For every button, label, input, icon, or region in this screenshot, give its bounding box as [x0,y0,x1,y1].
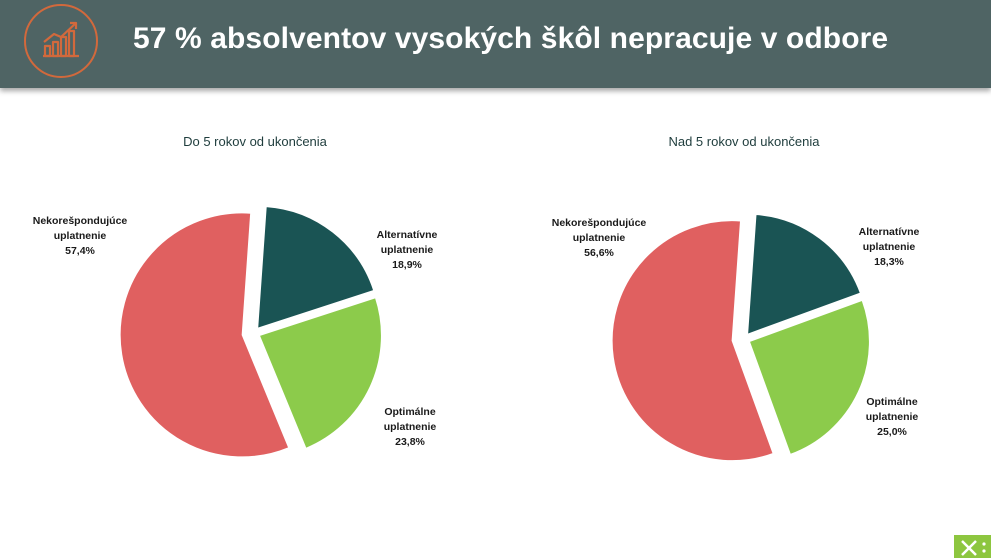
slice-label-value: 25,0% [877,426,907,438]
trend-chart-icon [24,4,98,78]
slice-label-optimalne: Optimálne uplatnenie 23,8% [340,405,480,450]
slice-nekorespondujuce [119,212,290,458]
slice-label-line1: Alternatívne [376,229,438,241]
slice-label-line1: Alternatívne [858,226,920,238]
page-title: 57 % absolventov vysokých škôl nepracuje… [133,22,889,55]
slice-label-value: 56,6% [584,247,614,259]
header-bar: 57 % absolventov vysokých škôl nepracuje… [0,0,991,88]
slice-label-alternativne: Alternatívne uplatnenie 18,3% [819,225,959,270]
slice-label-line1: Optimálne [866,396,918,408]
slice-label-alternativne: Alternatívne uplatnenie 18,9% [337,228,477,273]
pie-chart-do-5-rokov: Do 5 rokov od ukončenia Nekorešpondujúce… [10,120,500,500]
slice-label-line2: uplatnenie [383,421,437,433]
logo-x-icon [954,535,991,558]
pie-chart-nad-5-rokov: Nad 5 rokov od ukončenia Nekorešpondujúc… [499,120,989,500]
slice-nekorespondujuce [611,220,774,462]
slice-label-line2: uplatnenie [380,244,434,256]
slice-label-value: 18,9% [392,259,422,271]
chart-title: Do 5 rokov od ukončenia [183,134,327,149]
slice-label-nekorespondujuce: Nekorešpondujúce uplatnenie 57,4% [10,214,150,259]
slice-label-line2: uplatnenie [572,232,626,244]
pie-svg [119,206,382,458]
pie-svg [611,213,870,462]
slice-label-value: 18,3% [874,256,904,268]
slice-label-optimalne: Optimálne uplatnenie 25,0% [822,395,962,440]
slice-label-value: 57,4% [65,245,95,257]
slice-label-line2: uplatnenie [862,241,916,253]
slice-optimalne [258,297,382,449]
slice-label-line1: Nekorešpondujúce [32,215,128,227]
slice-label-line1: Nekorešpondujúce [551,217,647,229]
slice-optimalne [748,299,870,455]
slice-label-line2: uplatnenie [53,230,107,242]
slice-alternativne [747,213,861,335]
slice-label-nekorespondujuce: Nekorešpondujúce uplatnenie 56,6% [529,216,669,261]
chart-title: Nad 5 rokov od ukončenia [668,134,820,149]
slice-label-line2: uplatnenie [865,411,919,423]
slice-alternativne [257,206,375,329]
slice-label-line1: Optimálne [384,406,436,418]
slice-label-value: 23,8% [395,436,425,448]
